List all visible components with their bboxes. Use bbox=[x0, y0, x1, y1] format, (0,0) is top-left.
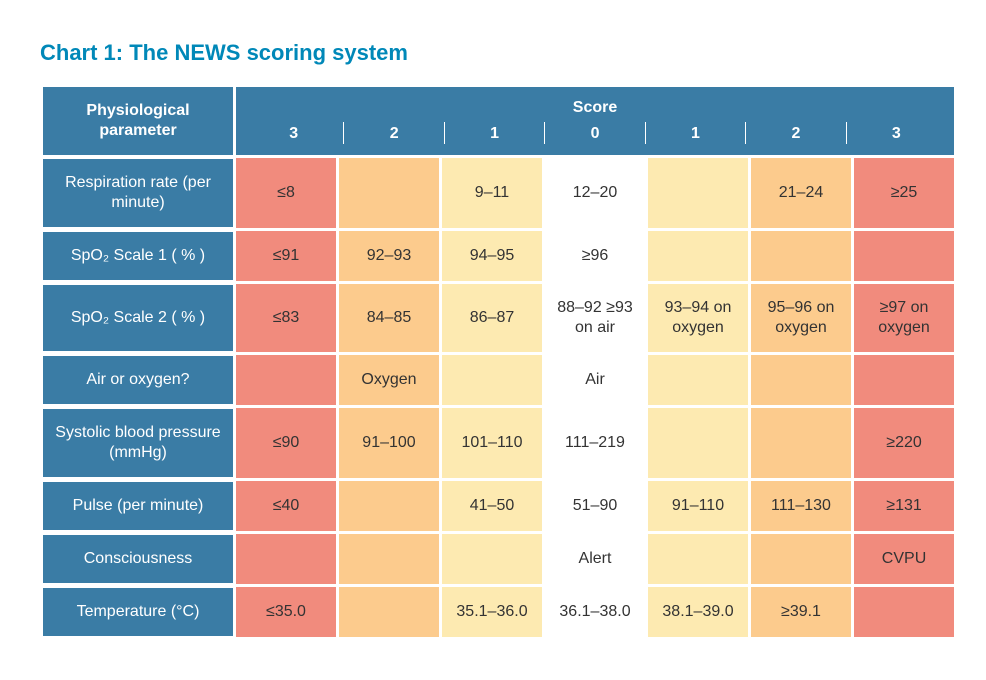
chart-title: Chart 1: The NEWS scoring system bbox=[40, 40, 946, 66]
score-cell: ≥220 bbox=[854, 408, 954, 478]
score-cell bbox=[751, 534, 851, 584]
header-score: Score 3 2 1 0 1 2 3 bbox=[236, 87, 954, 155]
score-cell bbox=[648, 158, 748, 228]
parameter-label: SpO₂ Scale 2 ( % ) bbox=[43, 284, 233, 352]
score-col-0: 0 bbox=[545, 124, 644, 144]
score-cell: ≤90 bbox=[236, 408, 336, 478]
score-col-2a: 2 bbox=[344, 124, 443, 144]
score-col-1a: 1 bbox=[445, 124, 544, 144]
score-cell: 51–90 bbox=[545, 481, 645, 531]
score-cell: 91–100 bbox=[339, 408, 439, 478]
score-cell bbox=[339, 587, 439, 637]
parameter-label: Systolic blood pressure (mmHg) bbox=[43, 408, 233, 478]
score-cell: ≤8 bbox=[236, 158, 336, 228]
score-cell bbox=[751, 231, 851, 281]
score-cell: 35.1–36.0 bbox=[442, 587, 542, 637]
parameter-label: Temperature (°C) bbox=[43, 587, 233, 637]
table-header: Physiological parameter Score 3 2 1 0 1 … bbox=[43, 87, 954, 155]
score-cell: 88–92 ≥93 on air bbox=[545, 284, 645, 352]
score-cell: 21–24 bbox=[751, 158, 851, 228]
score-cell: ≥39.1 bbox=[751, 587, 851, 637]
score-cell bbox=[854, 587, 954, 637]
score-cell: Oxygen bbox=[339, 355, 439, 405]
score-cell: ≥131 bbox=[854, 481, 954, 531]
score-cell bbox=[751, 408, 851, 478]
table-row: Pulse (per minute)≤40 41–5051–9091–110111… bbox=[43, 481, 954, 531]
table-row: Systolic blood pressure (mmHg)≤9091–1001… bbox=[43, 408, 954, 478]
score-cell: CVPU bbox=[854, 534, 954, 584]
score-cell: ≤35.0 bbox=[236, 587, 336, 637]
parameter-label: Respiration rate (per minute) bbox=[43, 158, 233, 228]
table-body: Respiration rate (per minute)≤8 9–1112–20… bbox=[43, 158, 954, 637]
score-cell: 92–93 bbox=[339, 231, 439, 281]
score-cell: 84–85 bbox=[339, 284, 439, 352]
score-cell bbox=[751, 355, 851, 405]
score-cell bbox=[236, 534, 336, 584]
score-cell bbox=[339, 481, 439, 531]
score-cell: 111–130 bbox=[751, 481, 851, 531]
score-cell bbox=[648, 408, 748, 478]
score-cell: 12–20 bbox=[545, 158, 645, 228]
table-row: Consciousness Alert CVPU bbox=[43, 534, 954, 584]
score-cell bbox=[339, 158, 439, 228]
score-cell bbox=[648, 355, 748, 405]
score-col-1b: 1 bbox=[646, 124, 745, 144]
score-cell bbox=[442, 534, 542, 584]
score-cell: 93–94 on oxygen bbox=[648, 284, 748, 352]
parameter-label: Consciousness bbox=[43, 534, 233, 584]
parameter-label: Air or oxygen? bbox=[43, 355, 233, 405]
score-numbers-row: 3 2 1 0 1 2 3 bbox=[244, 122, 946, 150]
score-cell bbox=[648, 231, 748, 281]
header-parameter: Physiological parameter bbox=[43, 87, 233, 155]
score-cell: ≤83 bbox=[236, 284, 336, 352]
score-cell: Alert bbox=[545, 534, 645, 584]
score-cell: ≥25 bbox=[854, 158, 954, 228]
score-cell: 111–219 bbox=[545, 408, 645, 478]
parameter-label: SpO₂ Scale 1 ( % ) bbox=[43, 231, 233, 281]
score-cell bbox=[854, 355, 954, 405]
table-row: Temperature (°C)≤35.0 35.1–36.036.1–38.03… bbox=[43, 587, 954, 637]
score-cell: 91–110 bbox=[648, 481, 748, 531]
score-col-3a: 3 bbox=[244, 124, 343, 144]
score-cell: 101–110 bbox=[442, 408, 542, 478]
table-row: SpO₂ Scale 1 ( % )≤9192–9394–95≥96 bbox=[43, 231, 954, 281]
table-row: Respiration rate (per minute)≤8 9–1112–20… bbox=[43, 158, 954, 228]
score-cell: ≥97 on oxygen bbox=[854, 284, 954, 352]
news-scoring-table: Physiological parameter Score 3 2 1 0 1 … bbox=[40, 84, 957, 640]
score-cell bbox=[854, 231, 954, 281]
score-col-3b: 3 bbox=[847, 124, 946, 144]
score-cell bbox=[648, 534, 748, 584]
score-cell: ≤91 bbox=[236, 231, 336, 281]
table-row: SpO₂ Scale 2 ( % )≤8384–8586–8788–92 ≥93… bbox=[43, 284, 954, 352]
score-cell: 41–50 bbox=[442, 481, 542, 531]
table-row: Air or oxygen? Oxygen Air bbox=[43, 355, 954, 405]
score-col-2b: 2 bbox=[746, 124, 845, 144]
score-cell: 95–96 on oxygen bbox=[751, 284, 851, 352]
score-cell: ≥96 bbox=[545, 231, 645, 281]
score-cell: 94–95 bbox=[442, 231, 542, 281]
score-cell: 36.1–38.0 bbox=[545, 587, 645, 637]
score-cell: 9–11 bbox=[442, 158, 542, 228]
score-cell: ≤40 bbox=[236, 481, 336, 531]
score-cell: Air bbox=[545, 355, 645, 405]
score-cell bbox=[236, 355, 336, 405]
parameter-label: Pulse (per minute) bbox=[43, 481, 233, 531]
score-label: Score bbox=[244, 98, 946, 118]
score-cell bbox=[442, 355, 542, 405]
score-cell: 38.1–39.0 bbox=[648, 587, 748, 637]
score-cell bbox=[339, 534, 439, 584]
score-cell: 86–87 bbox=[442, 284, 542, 352]
